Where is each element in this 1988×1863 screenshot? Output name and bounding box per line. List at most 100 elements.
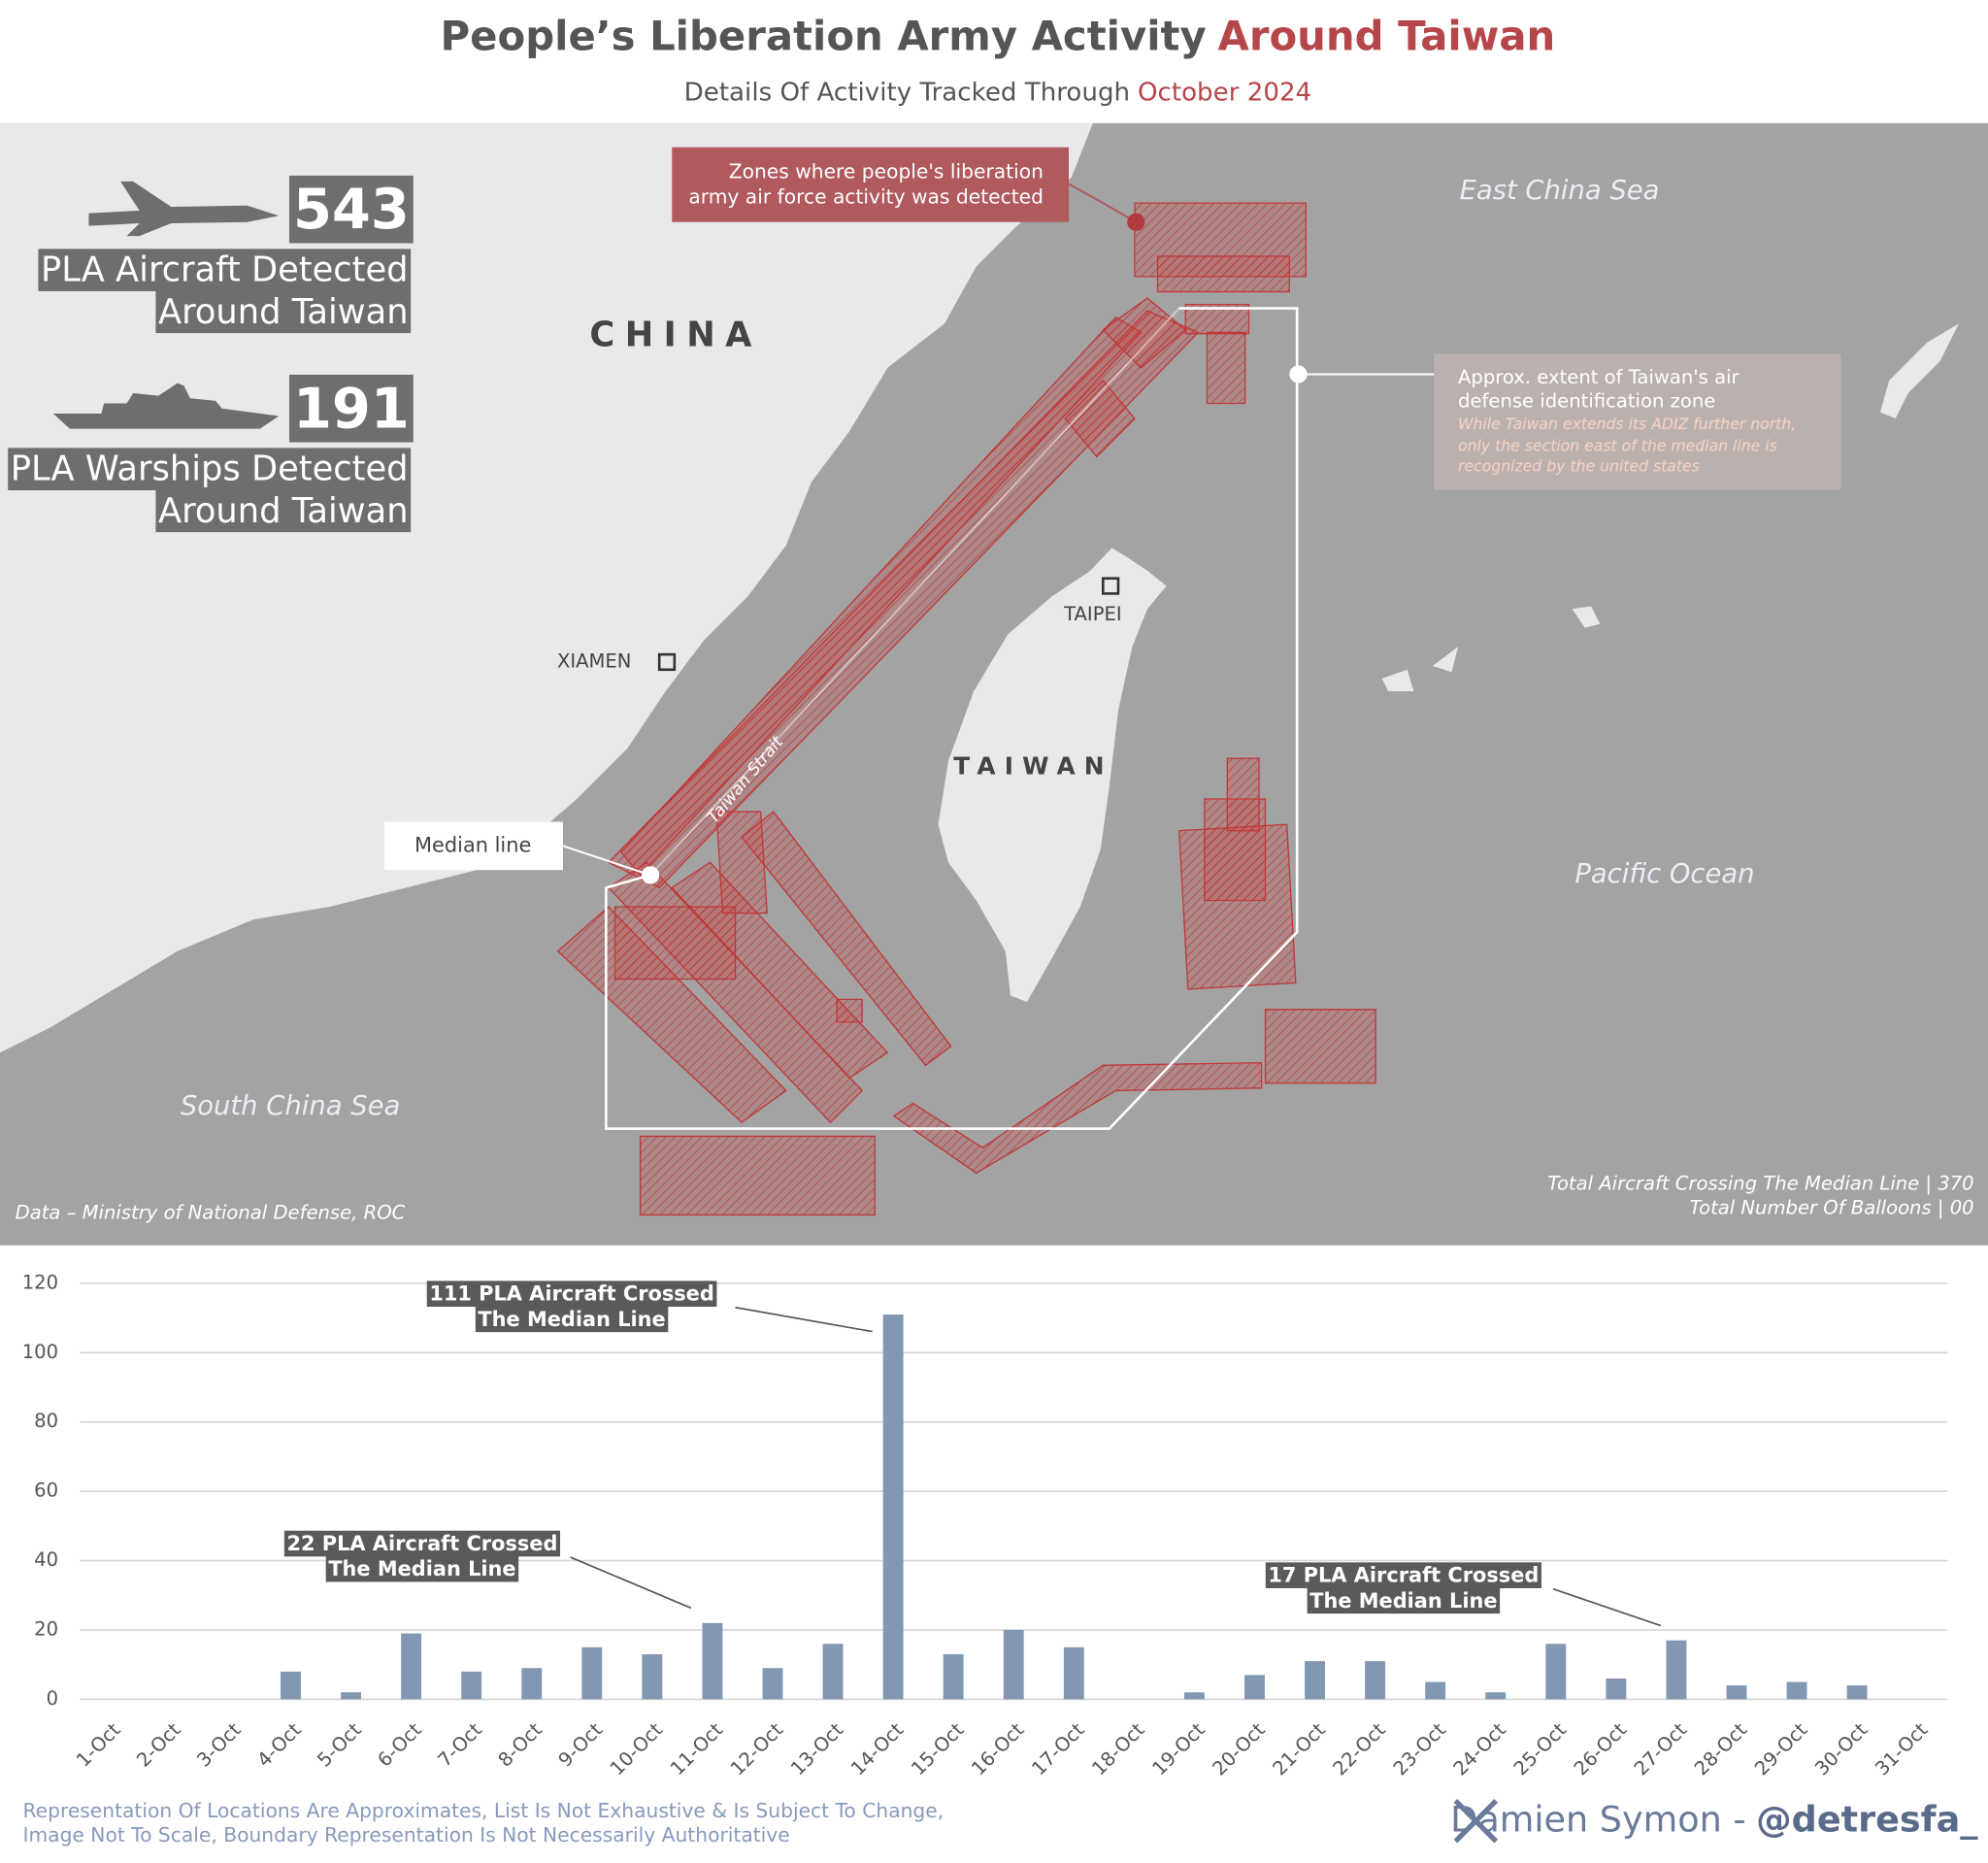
bar <box>1365 1661 1386 1700</box>
bar <box>1244 1675 1265 1700</box>
author-name: Damien Symon - <box>1450 1798 1745 1840</box>
bar <box>943 1653 964 1700</box>
y-tick-label: 60 <box>34 1480 58 1502</box>
label-box <box>325 1555 519 1582</box>
zones-callout-box <box>672 147 1070 222</box>
bar <box>822 1644 844 1700</box>
city-marker <box>657 652 677 672</box>
adiz-label: Approx. extent of Taiwan's air <box>1458 366 1740 388</box>
y-tick-label: 40 <box>34 1548 58 1571</box>
china-label: CHINA <box>589 315 762 354</box>
y-tick-label: 120 <box>22 1271 58 1293</box>
activity-zones <box>556 202 1376 1216</box>
annotation-leader <box>570 1556 692 1610</box>
bar <box>702 1622 723 1700</box>
sea-label: East China Sea <box>1460 176 1660 206</box>
label-box <box>1265 1562 1541 1588</box>
sea-label: Pacific Ocean <box>1574 859 1754 889</box>
bar <box>1485 1692 1507 1700</box>
x-logo <box>1453 1798 1499 1844</box>
bar <box>461 1671 482 1700</box>
adiz-note: While Taiwan extends its ADIZ further no… <box>1458 415 1796 433</box>
city-marker <box>1102 577 1120 595</box>
median-line <box>649 307 1180 877</box>
island <box>1572 606 1601 628</box>
source: Data – Ministry of National Defense, ROC <box>16 1202 406 1224</box>
annotation-leader <box>735 1306 873 1333</box>
activity-zone <box>1206 331 1246 405</box>
label-box <box>155 290 412 334</box>
median-dot <box>641 866 660 884</box>
bar <box>1063 1647 1084 1700</box>
sea-label: South China Sea <box>181 1091 400 1121</box>
aircraft-icon <box>88 181 280 237</box>
stat-label: PLA Warships Detected <box>11 449 409 489</box>
zones-callout: Zones where people's liberation <box>729 159 1044 183</box>
label-box <box>155 489 412 533</box>
annotation: 22 PLA Aircraft Crossed <box>286 1532 557 1555</box>
adiz-dot <box>1289 365 1308 383</box>
annotation: The Median Line <box>328 1557 515 1580</box>
y-tick-label: 100 <box>22 1341 58 1363</box>
island <box>1879 323 1959 419</box>
label-box <box>1307 1587 1501 1614</box>
activity-zone <box>1226 757 1260 832</box>
bar <box>281 1671 301 1700</box>
annotation-leader <box>1552 1587 1662 1627</box>
stat-value: 191 <box>293 376 410 441</box>
activity-zone <box>671 861 889 1080</box>
bar <box>1183 1692 1205 1700</box>
bar <box>1425 1681 1446 1700</box>
adiz-note: only the section east of the median line… <box>1458 436 1777 454</box>
author-handle: @detresfa_ <box>1756 1798 1978 1840</box>
label-box <box>8 448 412 491</box>
author: Damien Symon - @detresfa_ <box>1450 1798 1978 1840</box>
total: Total Number Of Balloons | 00 <box>1690 1196 1974 1218</box>
stat-label: PLA Aircraft Detected <box>41 250 409 290</box>
bar <box>1726 1685 1747 1700</box>
title: People’s Liberation Army Activity Around … <box>441 12 1556 59</box>
label-box <box>289 175 414 244</box>
callout-dot <box>1127 213 1145 231</box>
y-tick-label: 0 <box>47 1687 58 1710</box>
bar <box>401 1633 422 1700</box>
activity-zone <box>892 1062 1263 1175</box>
title-main: People’s Liberation Army Activity <box>441 12 1207 59</box>
annotation: The Median Line <box>1309 1589 1497 1613</box>
activity-zone <box>1064 380 1136 458</box>
label-box <box>289 374 414 443</box>
adiz-label: defense identification zone <box>1458 390 1715 413</box>
bar <box>1003 1629 1024 1700</box>
median-label: Median line <box>414 833 531 856</box>
stat-label: Around Taiwan <box>158 292 409 332</box>
bar <box>882 1314 904 1700</box>
xiamen-label: XIAMEN <box>557 649 632 672</box>
bar <box>1305 1661 1326 1700</box>
taiwan-label: TAIWAN <box>953 751 1112 780</box>
stat-value: 543 <box>293 177 410 242</box>
activity-zone <box>1264 1009 1376 1084</box>
bar <box>1606 1678 1627 1700</box>
label-box <box>475 1306 669 1333</box>
logo-mark <box>1453 1798 1499 1844</box>
adiz-box <box>1434 353 1841 490</box>
label-box <box>426 1281 717 1308</box>
total: Total Aircraft Crossing The Median Line … <box>1547 1173 1973 1195</box>
stat-label: Around Taiwan <box>158 491 409 531</box>
title-highlight: Around Taiwan <box>1218 12 1556 59</box>
annotation: 111 PLA Aircraft Crossed <box>429 1282 713 1306</box>
subtitle: Details Of Activity Tracked Through Octob… <box>684 78 1312 107</box>
adiz-boundary <box>605 307 1299 1130</box>
annotation: The Median Line <box>478 1308 665 1331</box>
label-box <box>283 1530 561 1557</box>
warship-icon <box>52 383 280 429</box>
label-box <box>38 249 412 291</box>
bar <box>1846 1685 1868 1700</box>
bar <box>521 1668 543 1700</box>
median-box <box>383 821 563 871</box>
y-tick-label: 80 <box>34 1410 58 1432</box>
taipei-label: TAIPEI <box>1063 603 1122 625</box>
activity-zone <box>1184 303 1250 335</box>
